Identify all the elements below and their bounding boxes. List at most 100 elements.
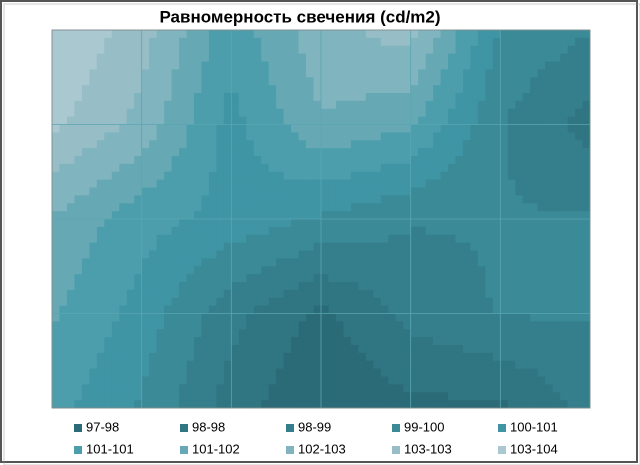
contour-cell (560, 53, 568, 62)
contour-cell (321, 108, 329, 118)
contour-cell (111, 108, 120, 118)
contour-cell (89, 148, 98, 157)
contour-cell (246, 289, 255, 299)
contour-cell (193, 219, 202, 228)
contour-cell (462, 171, 471, 181)
contour-cell (179, 77, 187, 86)
contour-cell (179, 195, 187, 204)
contour-cell (164, 376, 172, 385)
contour-cell (141, 337, 150, 346)
contour-cell (66, 108, 75, 118)
contour-cell (343, 321, 352, 330)
contour-cell (500, 179, 509, 188)
contour-cell (298, 289, 307, 299)
contour-cell (500, 258, 509, 267)
contour-cell (149, 37, 158, 47)
contour-cell (201, 85, 210, 94)
contour-cell (208, 368, 217, 377)
contour-cell (515, 282, 524, 291)
contour-cell (201, 266, 210, 275)
contour-cell (515, 250, 524, 259)
contour-cell (448, 93, 456, 102)
contour-cell (477, 282, 486, 291)
contour-cell (395, 337, 404, 346)
contour-cell (485, 187, 494, 196)
contour-cell (231, 352, 240, 362)
contour-cell (358, 313, 367, 322)
contour-cell (216, 250, 225, 259)
contour-cell (530, 108, 539, 118)
contour-cell (373, 195, 382, 204)
legend-swatch (392, 446, 400, 454)
contour-cell (455, 30, 464, 39)
contour-cell (111, 266, 120, 275)
contour-cell (223, 392, 232, 401)
contour-cell (156, 195, 165, 204)
contour-cell (306, 360, 314, 370)
contour-cell (335, 100, 344, 110)
contour-cell (216, 116, 225, 125)
contour-cell (268, 282, 277, 291)
contour-cell (470, 297, 479, 307)
contour-cell (231, 53, 240, 62)
contour-cell (582, 140, 591, 149)
contour-cell (81, 226, 90, 236)
contour-cell (126, 329, 135, 338)
contour-cell (193, 203, 202, 212)
contour-cell (223, 77, 232, 86)
contour-cell (261, 132, 270, 141)
contour-cell (433, 53, 441, 62)
contour-cell (111, 337, 120, 346)
contour-cell (552, 93, 561, 102)
contour-cell (193, 179, 202, 188)
contour-cell (492, 305, 501, 314)
contour-cell (485, 352, 494, 362)
contour-cell (350, 297, 359, 307)
contour-cell (164, 148, 172, 157)
contour-cell (291, 108, 299, 118)
contour-cell (530, 85, 539, 94)
contour-cell (477, 274, 486, 283)
contour-cell (179, 289, 187, 299)
contour-cell (545, 305, 554, 314)
contour-cell (193, 187, 202, 196)
contour-cell (440, 53, 449, 62)
contour-cell (283, 93, 292, 102)
contour-cell (433, 195, 441, 204)
contour-cell (96, 77, 105, 86)
contour-cell (186, 148, 195, 157)
contour-cell (462, 85, 471, 94)
contour-cell (455, 156, 464, 165)
contour-cell (171, 384, 180, 393)
contour-cell (298, 156, 307, 165)
contour-cell (380, 250, 389, 259)
contour-cell (66, 392, 75, 401)
contour-cell (81, 179, 90, 188)
contour-cell (81, 250, 90, 259)
contour-cell (149, 400, 158, 409)
contour-cell (462, 93, 471, 102)
contour-cell (96, 305, 105, 314)
contour-cell (335, 93, 344, 102)
contour-cell (433, 400, 441, 409)
contour-cell (462, 45, 471, 55)
contour-cell (246, 140, 255, 149)
contour-cell (537, 329, 546, 338)
contour-cell (306, 392, 314, 401)
contour-cell (156, 274, 165, 283)
contour-cell (261, 226, 270, 236)
contour-cell (507, 163, 516, 173)
contour-cell (253, 297, 262, 307)
contour-cell (335, 37, 344, 47)
contour-cell (141, 313, 150, 322)
contour-cell (365, 156, 374, 165)
contour-cell (276, 219, 285, 228)
contour-cell (582, 203, 591, 212)
contour-cell (134, 305, 143, 314)
contour-cell (89, 289, 98, 299)
contour-cell (485, 179, 494, 188)
contour-cell (268, 116, 277, 125)
contour-cell (448, 376, 456, 385)
contour-cell (216, 30, 225, 39)
